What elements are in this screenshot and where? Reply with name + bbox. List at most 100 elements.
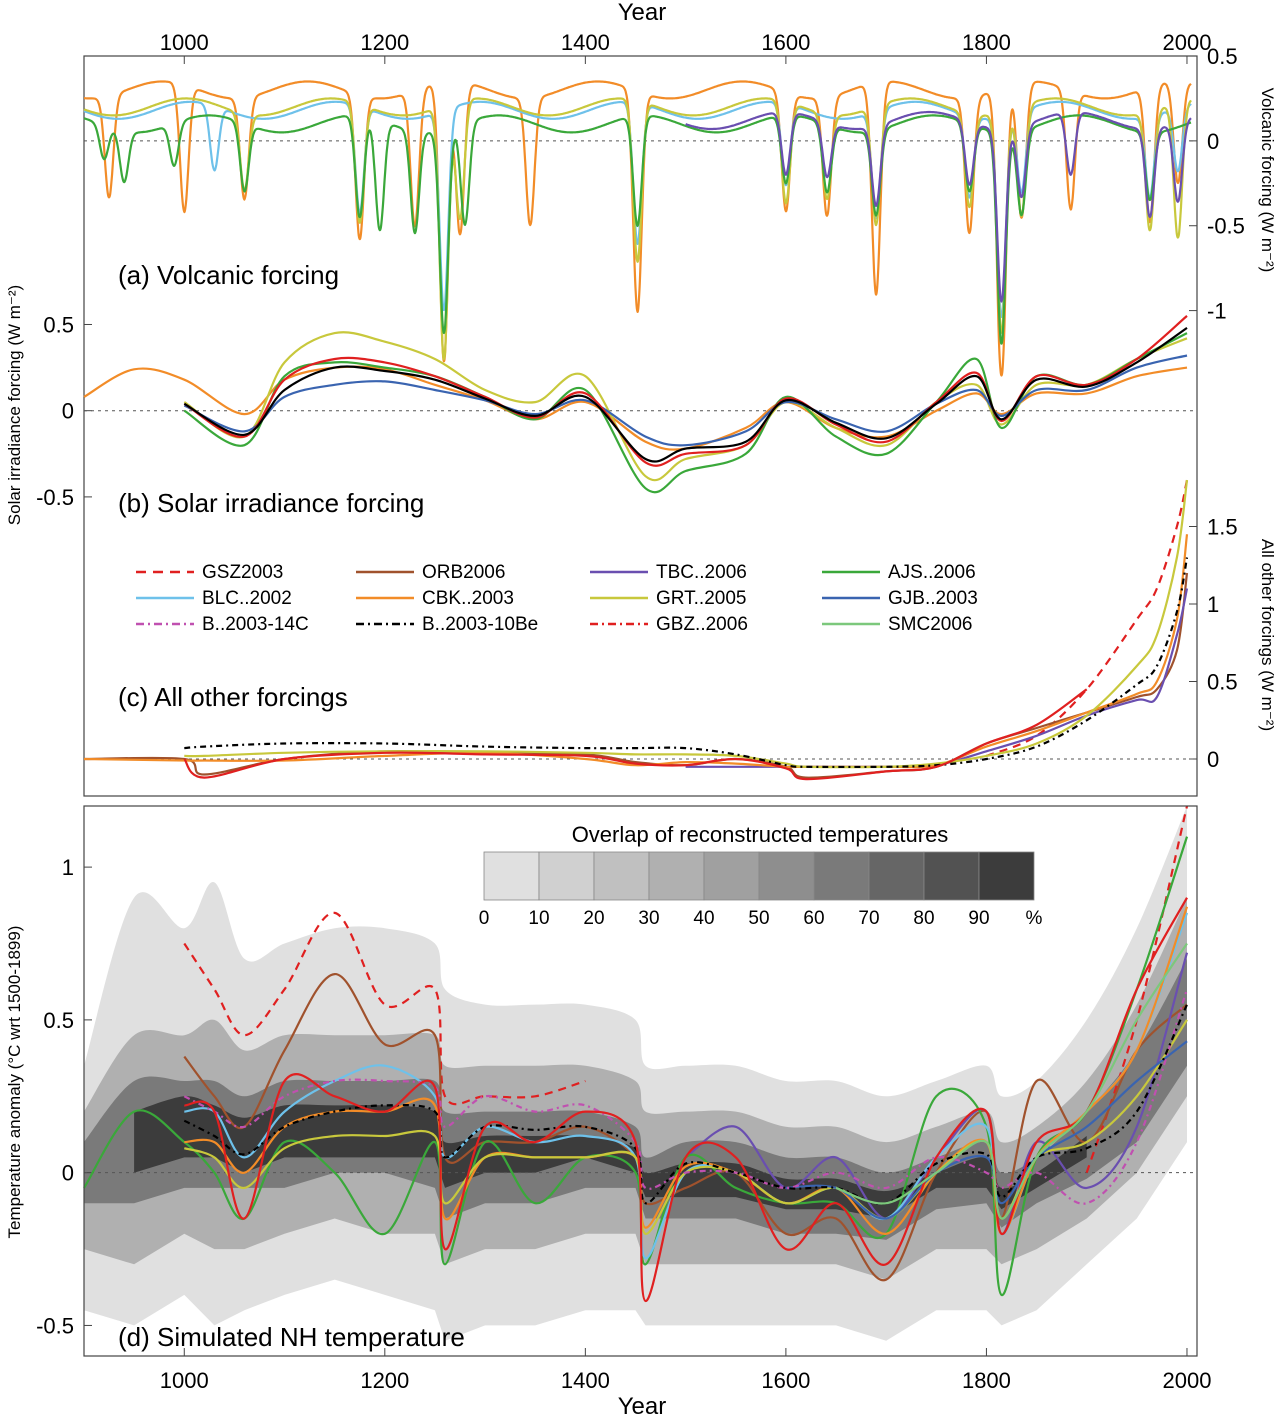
colorbar-tick: 80 <box>913 908 934 929</box>
panel-a-y-title: Volcanic forcing (W m⁻²) <box>1258 88 1277 273</box>
panel-b-solar: 0.5 0 -0.5 <box>36 312 1197 510</box>
colorbar-tick: 0 <box>479 908 490 929</box>
bottom-x-tick: 2000 <box>1162 1368 1211 1393</box>
series-c-grt-2005 <box>184 479 1189 769</box>
top-x-axis-title: Year <box>618 0 667 26</box>
panel-d-y-tick: 0.5 <box>43 1008 74 1033</box>
series-d-gbz-2006 <box>184 897 1188 1303</box>
legend-label-gbz-2006: GBZ..2006 <box>656 614 748 635</box>
panel-d-y-title: Temperature anomaly (°C wrt 1500-1899) <box>5 926 24 1239</box>
panel-c-other: 1.5 1 0.5 0 <box>83 479 1238 781</box>
colorbar-cell <box>758 851 815 901</box>
legend-label-tbc-2006: TBC..2006 <box>656 562 747 583</box>
colorbar-tick: 40 <box>693 908 714 929</box>
panel-a-label: (a) Volcanic forcing <box>118 260 339 290</box>
colorbar-cell <box>483 851 540 901</box>
panel-d-y-tick: -0.5 <box>36 1313 74 1338</box>
bottom-x-tick: 1800 <box>962 1368 1011 1393</box>
bottom-x-tick-labels: 1000 1200 1400 1600 1800 2000 <box>160 1348 1211 1393</box>
volcanic-series-grt-2005 <box>83 97 1192 361</box>
series-b-b-2003-10be <box>183 326 1188 463</box>
series-c-gbz-2006 <box>183 688 1088 781</box>
bottom-x-tick: 1200 <box>360 1368 409 1393</box>
panel-c-label: (c) All other forcings <box>118 682 348 712</box>
top-x-tick: 1400 <box>561 30 610 55</box>
top-x-tick: 1000 <box>160 30 209 55</box>
overlap-band-90 <box>134 1096 1087 1219</box>
series-d-cbk-2003 <box>184 906 1189 1235</box>
panel-b-label: (b) Solar irradiance forcing <box>118 488 424 518</box>
legend: GSZ2003 ORB2006 TBC..2006 AJS..2006 BLC..200… <box>136 562 978 635</box>
temperature-box <box>83 805 1198 1357</box>
legend-label-b-2003-14c: B..2003-14C <box>202 614 309 635</box>
panel-b-y-title: Solar irradiance forcing (W m⁻²) <box>5 285 24 525</box>
colorbar-tick: 10 <box>528 908 549 929</box>
series-d-b-2003-10be <box>183 1004 1188 1205</box>
forcing-panels: 0.5 0 -0.5 -1 0.5 0 -0.5 1.5 1 0.5 0 (a) Volcani… <box>5 44 1277 797</box>
bottom-x-tick: 1600 <box>761 1368 810 1393</box>
top-x-tick: 1200 <box>360 30 409 55</box>
colorbar-title: Overlap of reconstructed temperatures <box>572 822 949 847</box>
series-b-gjb-2003 <box>183 354 1188 447</box>
series-d-orb2006 <box>183 972 1188 1282</box>
panel-a-volcanic: 0.5 0 -0.5 -1 <box>83 44 1245 377</box>
panel-d-y-tick: 0 <box>62 1161 74 1186</box>
panel-c-y-tick: 0.5 <box>1207 670 1238 695</box>
forcing-box <box>83 55 1198 797</box>
panel-c-y-title: All other forcings (W m⁻²) <box>1258 539 1277 731</box>
legend-label-grt-2005: GRT..2005 <box>656 588 746 609</box>
colorbar-tick: 60 <box>803 908 824 929</box>
panel-b-y-tick: -0.5 <box>36 485 74 510</box>
panel-d-temperature: 1 0.5 0 -0.5 Overlap of reconstructed tempe… <box>5 805 1198 1357</box>
panel-a-y-tick: -1 <box>1207 299 1227 324</box>
colorbar-tick: % <box>1026 908 1043 929</box>
panel-a-y-tick: 0.5 <box>1207 44 1238 69</box>
colorbar-tick: 30 <box>638 908 659 929</box>
legend-label-smc2006: SMC2006 <box>888 614 973 635</box>
panel-c-y-tick: 1.5 <box>1207 515 1238 540</box>
colorbar-cell <box>703 851 760 901</box>
panel-c-y-tick: 1 <box>1207 592 1219 617</box>
legend-label-cbk-2003: CBK..2003 <box>422 588 514 609</box>
top-x-tick-labels: 1000 1200 1400 1600 1800 2000 <box>160 30 1211 64</box>
overlap-band-30 <box>84 897 1187 1280</box>
legend-label-ajs-2006: AJS..2006 <box>888 562 976 583</box>
colorbar-tick: 50 <box>748 908 769 929</box>
colorbar-cell <box>923 851 980 901</box>
series-b-cbk-2003 <box>83 365 1188 451</box>
top-x-tick: 1800 <box>962 30 1011 55</box>
colorbar-cell <box>813 851 870 901</box>
series-d-smc2006 <box>835 942 1188 1220</box>
legend-label-blc-2002: BLC..2002 <box>202 588 292 609</box>
legend-label-gsz2003: GSZ2003 <box>202 562 283 583</box>
panel-d-series: 1 0.5 0 -0.5 <box>36 805 1197 1338</box>
series-c-cbk-2003 <box>83 534 1189 769</box>
panel-b-y-tick: 0 <box>62 399 74 424</box>
colorbar-tick: 70 <box>858 908 879 929</box>
series-b-ajs-2006 <box>183 332 1188 494</box>
overlap-band-60 <box>84 958 1187 1240</box>
panel-a-y-tick: -0.5 <box>1207 214 1245 239</box>
colorbar-tick: 90 <box>968 908 989 929</box>
panel-d-y-tick: 1 <box>62 855 74 880</box>
bottom-x-axis-title: Year <box>618 1393 667 1420</box>
overlap-colorbar: Overlap of reconstructed temperatures 0 1… <box>479 822 1043 929</box>
volcanic-series-tbc-2006 <box>685 110 1192 303</box>
legend-label-gjb-2003: GJB..2003 <box>888 588 978 609</box>
colorbar-cell <box>538 851 595 901</box>
colorbar-cell <box>648 851 705 901</box>
series-c-b-2003-10be <box>184 557 1189 769</box>
legend-label-b-2003-10be: B..2003-10Be <box>422 614 538 635</box>
bottom-x-tick: 1400 <box>561 1368 610 1393</box>
series-b-grt-2005 <box>183 331 1188 482</box>
volcanic-series-cbk-2003 <box>83 80 1192 377</box>
panel-b-y-tick: 0.5 <box>43 312 74 337</box>
colorbar-cell <box>593 851 650 901</box>
colorbar-tick: 20 <box>583 908 604 929</box>
series-c-gsz2003 <box>985 479 1189 757</box>
panel-c-y-tick: 0 <box>1207 747 1219 772</box>
panel-d-label: (d) Simulated NH temperature <box>118 1322 465 1352</box>
legend-label-orb2006: ORB2006 <box>422 562 505 583</box>
colorbar-cell <box>868 851 925 901</box>
